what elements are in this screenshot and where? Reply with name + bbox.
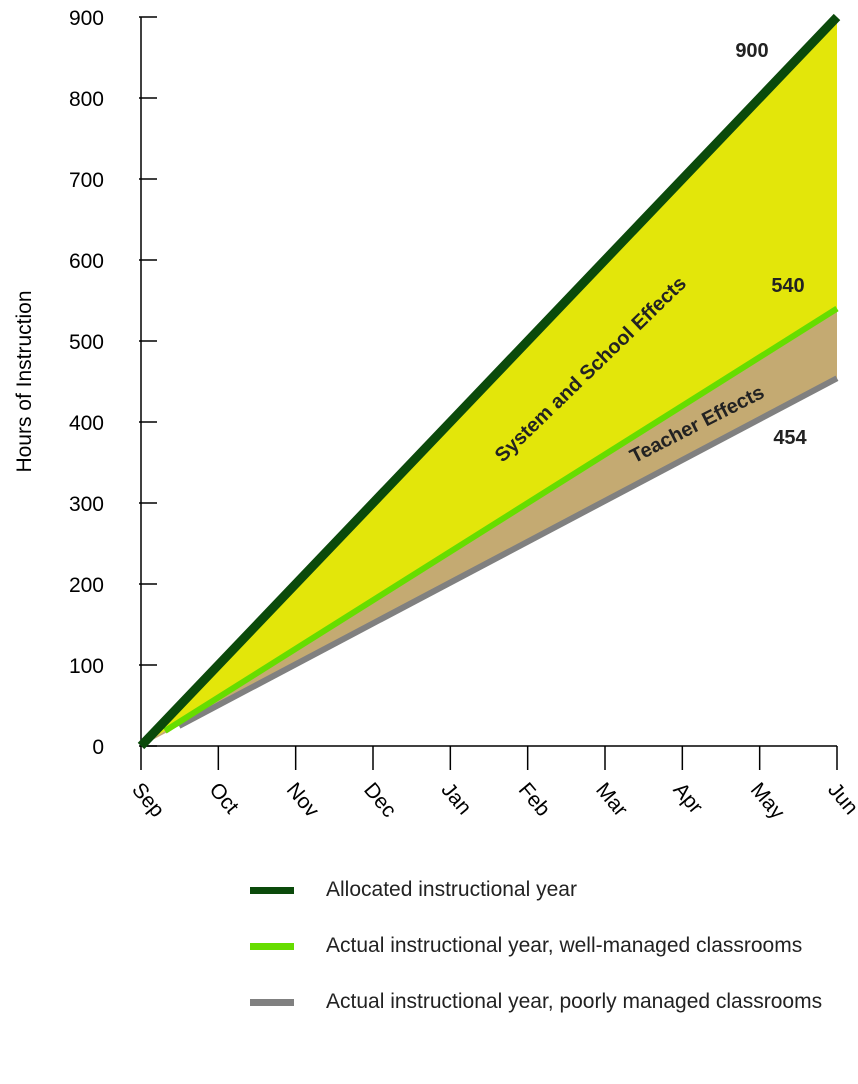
legend: Allocated instructional year Actual inst… xyxy=(250,875,850,1043)
y-tick-label: 300 xyxy=(69,493,104,516)
y-tick-label: 100 xyxy=(69,655,104,678)
x-tick-label: Apr xyxy=(669,778,708,818)
legend-label: Actual instructional year, well-managed … xyxy=(326,934,803,957)
legend-label: Actual instructional year, poorly manage… xyxy=(326,990,823,1013)
y-axis-title: Hours of Instruction xyxy=(13,290,36,472)
x-tick-label: May xyxy=(746,778,789,824)
x-tick-label: Dec xyxy=(359,778,401,821)
y-tick-label: 900 xyxy=(69,7,104,30)
y-tick-label: 0 xyxy=(92,736,104,759)
series-line-0 xyxy=(137,13,841,750)
x-tick-label: Jun xyxy=(823,778,858,819)
legend-swatch xyxy=(250,943,294,950)
series-line-2 xyxy=(177,375,839,729)
legend-item-well-managed: Actual instructional year, well-managed … xyxy=(250,931,850,961)
legend-swatch xyxy=(250,999,294,1006)
legend-label: Allocated instructional year xyxy=(326,878,577,901)
x-tick-label: Feb xyxy=(514,778,555,821)
y-tick-label: 400 xyxy=(69,412,104,435)
end-label-2: 454 xyxy=(773,427,807,449)
x-tick-label: Oct xyxy=(205,778,244,818)
y-tick-label: 600 xyxy=(69,250,104,273)
chart: 0 100 200 300 400 500 600 700 800 900 Sep Oct Nov Dec… xyxy=(13,7,858,824)
x-tick-label: Nov xyxy=(282,778,324,822)
legend-swatch xyxy=(250,887,294,894)
y-tick-label: 500 xyxy=(69,331,104,354)
end-label-1: 540 xyxy=(771,275,804,297)
legend-item-poorly-managed: Actual instructional year, poorly manage… xyxy=(250,987,850,1017)
legend-item-allocated: Allocated instructional year xyxy=(250,875,850,905)
y-tick-label: 700 xyxy=(69,169,104,192)
y-tick-label: 200 xyxy=(69,574,104,597)
x-tick-label: Jan xyxy=(437,778,476,819)
x-tick-label: Mar xyxy=(591,778,632,820)
x-tick-label: Sep xyxy=(127,778,169,821)
y-tick-label: 800 xyxy=(69,88,104,111)
end-label-0: 900 xyxy=(735,40,768,62)
series-line-1 xyxy=(163,306,839,734)
